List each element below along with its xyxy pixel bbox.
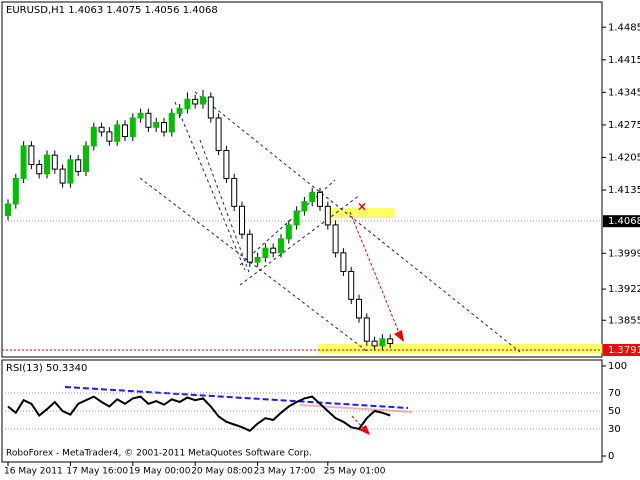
y-tick-label: 1.3855 [608,315,640,326]
main-panel [1,1,603,358]
candle-body [184,98,191,110]
candle-body [254,256,261,263]
x-tick-label: 20 May 08:00 [191,467,253,477]
footer: RoboForex - MetaTrader4, © 2001-2011 Met… [6,449,312,459]
candle-body [67,159,74,184]
candle-body [98,126,105,133]
candle-body [324,205,331,226]
candle-body [20,145,27,179]
level-box [603,215,640,228]
candle-body [270,247,277,254]
rsi-support [299,404,413,413]
y-tick-label: 1.4485 [608,22,640,33]
candle-body [59,168,66,184]
candle-body [51,154,58,170]
x-tick-label: 19 May 00:00 [129,467,191,477]
forecast-arrow [349,211,401,336]
chart-title: EURUSD,H1 1.4063 1.4075 1.4056 1.4068 [6,5,218,16]
candle-body [90,126,97,147]
candle-body [137,112,144,119]
candle-body [332,224,339,254]
arrow-head [394,330,404,342]
candle-body [106,131,113,142]
candle-body [28,145,35,165]
y-tick-label: 1.3922 [608,284,640,295]
candle-body [379,338,386,347]
candle-body [340,252,347,272]
candle-body [200,96,206,105]
y-tick-label: 1.4275 [608,120,640,131]
resistance-zone [325,208,395,218]
rsi-trend-line [64,386,409,409]
candle-body [44,154,50,175]
y-tick-label: 100 [608,361,627,372]
candle-body [348,270,355,300]
candle-body [278,238,284,254]
candle-body [356,298,362,319]
candle-body [246,233,253,263]
y-tick-label: 50 [608,406,621,417]
candle-body [231,177,238,207]
y-tick-label: 1.4135 [608,185,640,196]
y-tick-label: 70 [608,388,621,399]
y-tick-label: 1.4205 [608,152,640,163]
candle-body [239,205,245,235]
candle-body [168,112,175,133]
candle-body [75,159,82,172]
rsi-line [7,395,391,432]
x-tick-label: 16 May 2011 [4,467,63,477]
y-tick-label: 1.3999 [608,248,640,259]
y-tick-label: 1.4345 [608,87,640,98]
y-tick-label: 1.4415 [608,55,640,66]
candle-body [309,191,316,203]
level-label: 1.3791 [608,345,640,356]
candle-body [192,98,199,105]
candle-body [301,201,308,212]
x-tick-label: 25 May 01:00 [324,467,386,477]
candle-body [122,124,128,138]
level-label: 1.4068 [608,216,640,227]
candle-body [317,191,323,207]
x-tick-label: 17 May 16:00 [66,467,128,477]
candle-body [363,317,370,342]
candle-body [207,96,214,119]
y-tick-label: 0 [608,451,614,462]
candle-body [262,247,269,258]
candle-body [36,163,43,175]
candle-body [223,150,230,179]
x-tick-label: 23 May 17:00 [254,467,316,477]
candle-body [83,145,89,172]
candle-body [285,224,292,240]
candle-body [176,108,183,114]
candle-body [5,203,11,217]
trend-lines [139,91,521,353]
target-zone [318,344,602,353]
candle-body [215,117,222,152]
candle-body [129,117,136,138]
candle-body [153,122,160,128]
cross-marker: × [357,200,367,214]
level-box [603,344,640,357]
indicator-title: RSI(13) 50.3340 [6,363,87,374]
candle-body [161,122,167,133]
candle-body [114,124,121,142]
y-tick-label: 30 [608,424,621,435]
arrow-head [359,425,370,435]
candle-body [12,177,19,205]
candle-body [387,338,394,345]
candle-body [293,210,300,226]
candle-body [371,340,378,347]
candle-body [145,112,152,128]
